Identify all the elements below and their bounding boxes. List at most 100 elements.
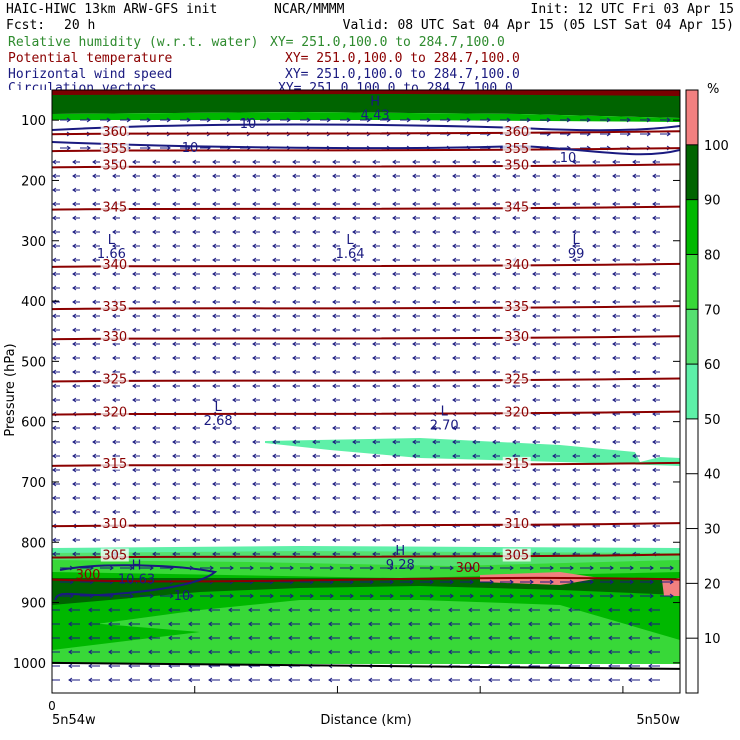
circulation-vector-head bbox=[208, 607, 213, 613]
circulation-vector-head bbox=[412, 439, 417, 445]
circulation-vector-head bbox=[128, 607, 133, 613]
circulation-vector-head bbox=[472, 439, 477, 445]
circulation-vector-head bbox=[629, 565, 634, 571]
circulation-vector-head bbox=[52, 271, 57, 277]
circulation-vector-head bbox=[292, 467, 297, 473]
circulation-vector-head bbox=[432, 313, 437, 319]
circulation-vector-head bbox=[332, 425, 337, 431]
circulation-vector-head bbox=[172, 537, 177, 543]
circulation-vector-head bbox=[466, 117, 471, 123]
circulation-vector-head bbox=[632, 201, 637, 207]
circulation-vector-head bbox=[252, 285, 257, 291]
circulation-vector-head bbox=[552, 537, 557, 543]
theta-contour-label: 355 bbox=[504, 142, 529, 157]
circulation-vector-head bbox=[52, 159, 57, 165]
circulation-vector-head bbox=[192, 299, 197, 305]
circulation-vector-head bbox=[52, 173, 57, 179]
circulation-vector-head bbox=[292, 229, 297, 235]
theta-contour bbox=[52, 410, 680, 416]
circulation-vector-head bbox=[52, 313, 57, 319]
circulation-vector-head bbox=[652, 383, 657, 389]
circulation-vector-head bbox=[352, 285, 357, 291]
circulation-vector-head bbox=[592, 495, 597, 501]
circulation-vector-head bbox=[312, 495, 317, 501]
circulation-vector-head bbox=[328, 607, 333, 613]
circulation-vector-head bbox=[572, 383, 577, 389]
pressure-center-type: L bbox=[572, 233, 580, 248]
circulation-vector-head bbox=[432, 551, 437, 557]
circulation-vector-head bbox=[592, 355, 597, 361]
circulation-vector-head bbox=[269, 593, 274, 599]
theta-contour-label: 355 bbox=[102, 142, 127, 157]
circulation-vector-head bbox=[448, 677, 453, 683]
circulation-vector-head bbox=[412, 271, 417, 277]
theta-label-bg bbox=[502, 456, 531, 470]
circulation-vector-head bbox=[388, 621, 393, 627]
circulation-vector-head bbox=[532, 355, 537, 361]
circulation-vector-head bbox=[312, 215, 317, 221]
circulation-vector-head bbox=[92, 243, 97, 249]
circulation-vector-head bbox=[152, 369, 157, 375]
circulation-vector-head bbox=[572, 243, 577, 249]
circulation-vector-head bbox=[192, 173, 197, 179]
surface-line bbox=[52, 661, 680, 670]
circulation-vector-head bbox=[132, 257, 137, 263]
circulation-vector-head bbox=[308, 677, 313, 683]
circulation-vector-head bbox=[392, 481, 397, 487]
theta-label-bg bbox=[502, 372, 531, 386]
circulation-vector-head bbox=[212, 467, 217, 473]
circulation-vector-head bbox=[272, 327, 277, 333]
circulation-vector-head bbox=[312, 397, 317, 403]
circulation-vector-head bbox=[312, 285, 317, 291]
circulation-vector-head bbox=[592, 537, 597, 543]
circulation-vector-head bbox=[452, 551, 457, 557]
circulation-vector-head bbox=[312, 537, 317, 543]
circulation-vector-head bbox=[472, 551, 477, 557]
circulation-vector-head bbox=[508, 621, 513, 627]
circulation-vector-head bbox=[92, 313, 97, 319]
circulation-vector-head bbox=[312, 257, 317, 263]
circulation-vector-head bbox=[572, 425, 577, 431]
circulation-vector-head bbox=[129, 593, 134, 599]
circulation-vector-head bbox=[208, 635, 213, 641]
circulation-vector-head bbox=[112, 537, 117, 543]
circulation-vector-head bbox=[512, 313, 517, 319]
circulation-vector-head bbox=[489, 593, 494, 599]
circulation-vector-head bbox=[472, 159, 477, 165]
circulation-vector-head bbox=[132, 537, 137, 543]
circulation-vector-head bbox=[72, 159, 77, 165]
circulation-vector-head bbox=[86, 145, 91, 151]
circulation-vector-head bbox=[192, 215, 197, 221]
circulation-vector-head bbox=[592, 397, 597, 403]
circulation-vector-head bbox=[428, 649, 433, 655]
circulation-vector-head bbox=[588, 621, 593, 627]
circulation-vector-head bbox=[452, 243, 457, 249]
circulation-vector-head bbox=[652, 327, 657, 333]
circulation-vector-head bbox=[146, 117, 151, 123]
pressure-center-type: H bbox=[370, 95, 380, 110]
circulation-vector-head bbox=[532, 397, 537, 403]
circulation-vector-head bbox=[312, 313, 317, 319]
circulation-vector-head bbox=[472, 327, 477, 333]
circulation-vector-head bbox=[592, 201, 597, 207]
circulation-vector-head bbox=[209, 565, 214, 571]
circulation-vector-head bbox=[452, 383, 457, 389]
circulation-vector-head bbox=[72, 397, 77, 403]
circulation-vector-head bbox=[308, 607, 313, 613]
circulation-vector-head bbox=[469, 579, 474, 585]
circulation-vector-head bbox=[372, 481, 377, 487]
circulation-vector-head bbox=[388, 635, 393, 641]
circulation-vector-head bbox=[512, 355, 517, 361]
circulation-vector-head bbox=[449, 593, 454, 599]
circulation-vector-head bbox=[92, 257, 97, 263]
circulation-vector-head bbox=[212, 369, 217, 375]
circulation-vector-head bbox=[172, 425, 177, 431]
circulation-vector-head bbox=[352, 243, 357, 249]
theta-label-bg bbox=[502, 257, 531, 271]
y-tick-label: 800 bbox=[21, 536, 46, 551]
circulation-vector-head bbox=[312, 229, 317, 235]
circulation-vector-head bbox=[52, 509, 57, 515]
circulation-vector-head bbox=[452, 201, 457, 207]
circulation-vector-head bbox=[632, 369, 637, 375]
circulation-vector-head bbox=[112, 173, 117, 179]
